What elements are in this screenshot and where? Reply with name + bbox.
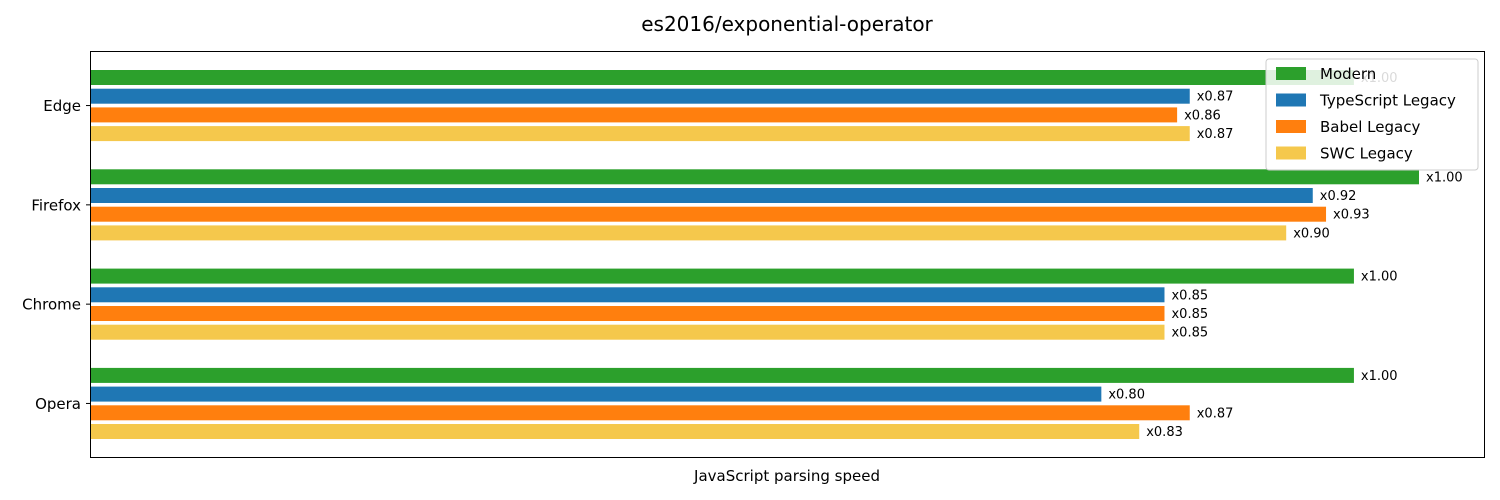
value-label-opera-babel-legacy: x0.87 (1197, 406, 1234, 421)
value-label-firefox-swc-legacy: x0.90 (1293, 226, 1330, 241)
bar-edge-swc-legacy (91, 126, 1190, 142)
y-axis: Edge Firefox Chrome Opera (22, 97, 91, 413)
value-label-opera-modern: x1.00 (1361, 369, 1398, 384)
value-label-chrome-babel-legacy: x0.85 (1171, 307, 1208, 322)
legend-label-babel-legacy: Babel Legacy (1320, 118, 1420, 136)
bar-opera-modern (91, 367, 1354, 383)
value-label-opera-swc-legacy: x0.83 (1146, 425, 1183, 440)
bar-opera-typescript-legacy (91, 386, 1102, 402)
y-tick-label-chrome: Chrome (22, 296, 81, 314)
legend-label-modern: Modern (1320, 65, 1376, 83)
value-label-chrome-typescript-legacy: x0.85 (1171, 288, 1208, 303)
bar-firefox-babel-legacy (91, 206, 1327, 222)
value-label-chrome-swc-legacy: x0.85 (1171, 326, 1208, 341)
bar-chrome-modern (91, 268, 1354, 284)
legend-swatch-modern (1276, 67, 1306, 80)
legend-frame (1265, 58, 1479, 171)
value-labels-layer: x1.00 x0.87 x0.86 x0.87 x1.00 x0.92 x0.93x0.90… (1108, 71, 1462, 440)
bar-firefox-swc-legacy (91, 225, 1287, 241)
bar-edge-modern (91, 70, 1354, 85)
plot-area-frame (90, 51, 1485, 458)
bar-firefox-typescript-legacy (91, 188, 1313, 203)
bar-opera-babel-legacy (91, 405, 1190, 421)
bar-edge-typescript-legacy (91, 88, 1190, 104)
value-label-edge-babel-legacy: x0.86 (1184, 108, 1221, 123)
bars-layer (91, 70, 1419, 439)
value-label-opera-typescript-legacy: x0.80 (1108, 388, 1145, 403)
bar-edge-babel-legacy (91, 107, 1178, 123)
bar-opera-swc-legacy (91, 424, 1140, 439)
bar-chrome-typescript-legacy (91, 287, 1165, 303)
value-label-firefox-modern: x1.00 (1426, 170, 1463, 185)
bar-chrome-babel-legacy (91, 306, 1165, 321)
chart-title: es2016/exponential-operator (641, 12, 933, 36)
y-tick-label-edge: Edge (43, 97, 81, 115)
value-label-chrome-modern: x1.00 (1361, 270, 1398, 285)
value-label-firefox-babel-legacy: x0.93 (1333, 208, 1370, 223)
bar-firefox-modern (91, 169, 1419, 185)
y-tick-label-opera: Opera (35, 395, 81, 413)
legend-swatch-babel-legacy (1276, 120, 1306, 133)
legend-label-typescript-legacy: TypeScript Legacy (1319, 92, 1456, 110)
legend-label-swc-legacy: SWC Legacy (1320, 145, 1413, 163)
legend-swatch-typescript-legacy (1276, 93, 1306, 107)
value-label-edge-typescript-legacy: x0.87 (1197, 90, 1234, 105)
legend-swatch-swc-legacy (1276, 146, 1306, 160)
bar-chrome-swc-legacy (91, 324, 1165, 340)
x-axis-label: JavaScript parsing speed (693, 467, 880, 485)
legend: Modern TypeScript Legacy Babel Legacy SWC L… (1265, 58, 1479, 171)
value-label-edge-swc-legacy: x0.87 (1197, 127, 1234, 142)
value-label-firefox-typescript-legacy: x0.92 (1320, 189, 1357, 204)
y-tick-label-firefox: Firefox (31, 196, 81, 214)
